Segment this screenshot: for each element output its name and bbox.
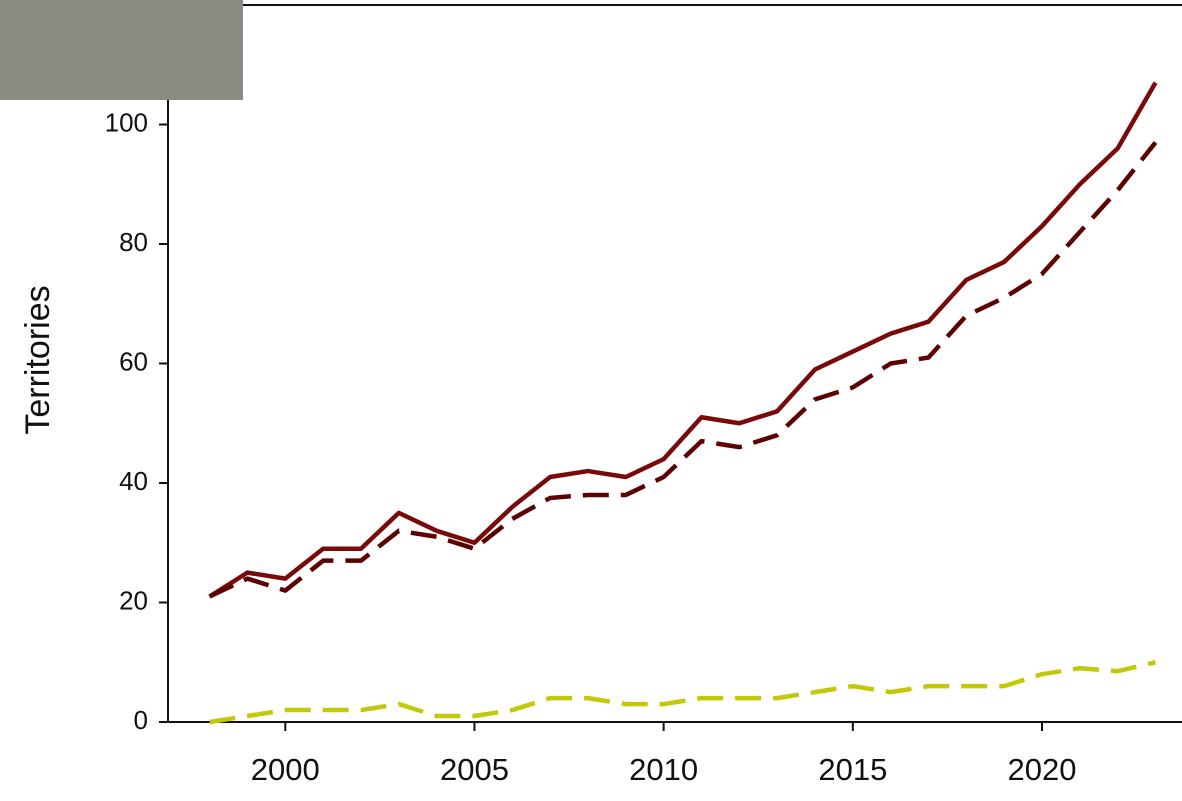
x-tick-label: 2000 [251, 752, 320, 787]
y-tick-label: 100 [105, 107, 148, 137]
y-tick-label: 0 [134, 705, 148, 735]
x-tick-label: 2010 [629, 752, 698, 787]
photo [0, 0, 243, 100]
y-axis-label: Territories [19, 285, 57, 434]
x-tick-label: 2005 [440, 752, 509, 787]
series-line [208, 141, 1158, 599]
y-tick-label: 40 [119, 466, 148, 496]
x-tick-label: 2015 [818, 752, 887, 787]
series-line [209, 660, 1157, 725]
y-tick-label: 80 [119, 227, 148, 257]
x-tick-label: 2020 [1008, 752, 1077, 787]
y-tick-label: 60 [119, 346, 148, 376]
y-tick-label: 20 [119, 585, 148, 615]
series-line [208, 81, 1158, 599]
